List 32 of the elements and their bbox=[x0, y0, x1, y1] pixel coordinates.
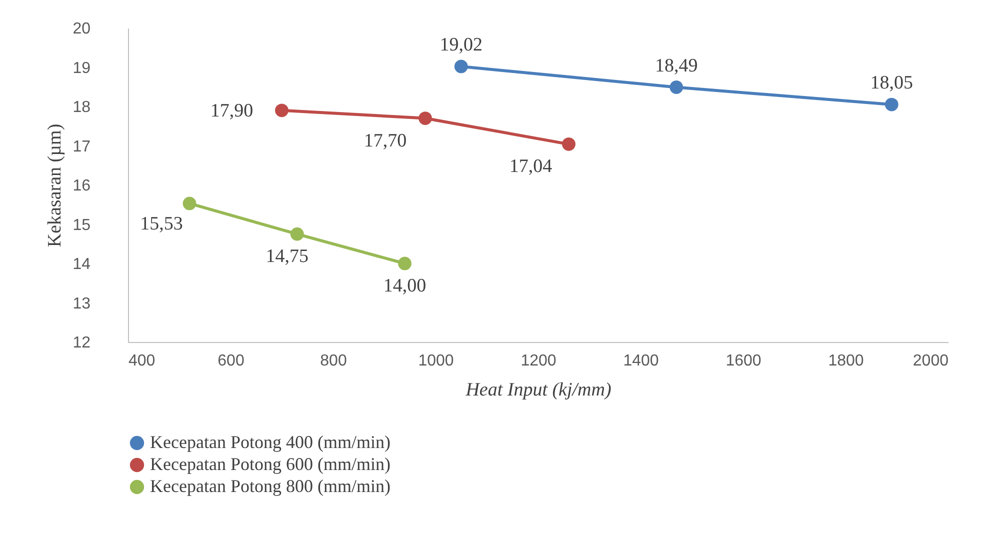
x-tick-label: 1000 bbox=[418, 352, 454, 370]
x-tick-label: 1200 bbox=[520, 352, 556, 370]
x-tick-label: 800 bbox=[320, 352, 347, 370]
y-tick-label: 17 bbox=[72, 138, 91, 156]
x-tick-label: 400 bbox=[128, 352, 156, 370]
data-label: 14,75 bbox=[266, 246, 308, 268]
data-label: 18,05 bbox=[870, 72, 913, 94]
x-axis-title: Heat Input (kj/mm) bbox=[464, 380, 612, 400]
y-tick-label: 12 bbox=[72, 334, 91, 352]
y-tick-label: 15 bbox=[72, 216, 91, 234]
legend-label: Kecepatan Potong 800 (mm/min) bbox=[150, 476, 390, 496]
y-tick-label: 19 bbox=[72, 60, 91, 77]
y-tick-label: 20 bbox=[72, 20, 91, 38]
x-tick-label: 2000 bbox=[912, 352, 949, 370]
data-label: 17,90 bbox=[210, 100, 254, 122]
data-label: 14,00 bbox=[383, 276, 426, 296]
y-tick-label: 14 bbox=[72, 256, 91, 273]
data-label: 17,04 bbox=[509, 156, 553, 178]
data-label: 19,02 bbox=[440, 34, 482, 56]
data-label: 15,53 bbox=[140, 213, 183, 234]
legend-label: Kecepatan Potong 600 (mm/min) bbox=[150, 454, 390, 474]
x-tick-label: 1400 bbox=[623, 352, 659, 370]
y-tick-label: 16 bbox=[72, 178, 91, 194]
x-tick-label: 600 bbox=[218, 352, 244, 370]
data-label: 18,49 bbox=[655, 55, 698, 76]
legend-label: Kecepatan Potong 400 (mm/min) bbox=[150, 432, 390, 452]
data-label: 17,70 bbox=[364, 130, 407, 152]
x-tick-label: 1600 bbox=[726, 352, 762, 370]
x-tick-label: 1800 bbox=[828, 352, 864, 370]
y-tick-label: 18 bbox=[72, 99, 91, 116]
y-tick-label: 13 bbox=[72, 295, 91, 312]
y-axis-title: Kekasaran (µm) bbox=[44, 124, 66, 248]
